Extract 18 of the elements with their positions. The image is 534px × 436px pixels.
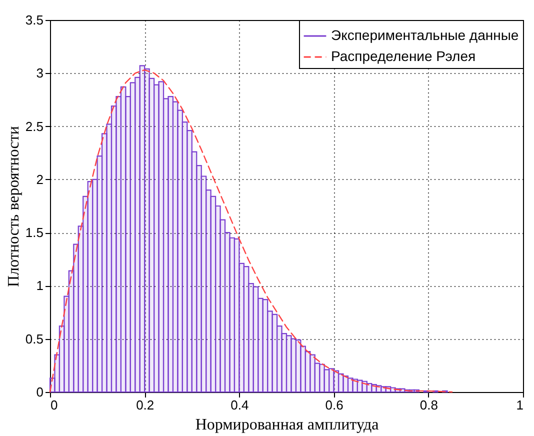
- y-tick-label: 0: [36, 384, 44, 400]
- x-tick-label: 1: [516, 398, 524, 412]
- y-tick-label: 2: [36, 172, 44, 187]
- x-axis-title: Нормированная амплитуда: [195, 416, 379, 434]
- y-tick-label: 0.5: [25, 331, 44, 346]
- x-tick-label: 0.8: [420, 398, 438, 412]
- x-tick-label: 0.6: [325, 398, 344, 412]
- x-tick-label: 0.2: [136, 398, 154, 412]
- y-axis-title: Плотность вероятности: [5, 126, 22, 287]
- x-tick-label: 0.4: [230, 398, 249, 412]
- y-tick-label: 3.5: [25, 12, 44, 28]
- legend-label: Экспериментальные данные: [331, 27, 519, 43]
- y-tick-label: 1.5: [25, 225, 44, 240]
- y-tick-label: 2.5: [25, 118, 44, 134]
- legend-label: Распределение Рэлея: [331, 48, 476, 64]
- y-tick-label: 1: [36, 278, 44, 294]
- y-tick-label: 3: [36, 66, 44, 81]
- x-tick-label: 0: [50, 398, 58, 412]
